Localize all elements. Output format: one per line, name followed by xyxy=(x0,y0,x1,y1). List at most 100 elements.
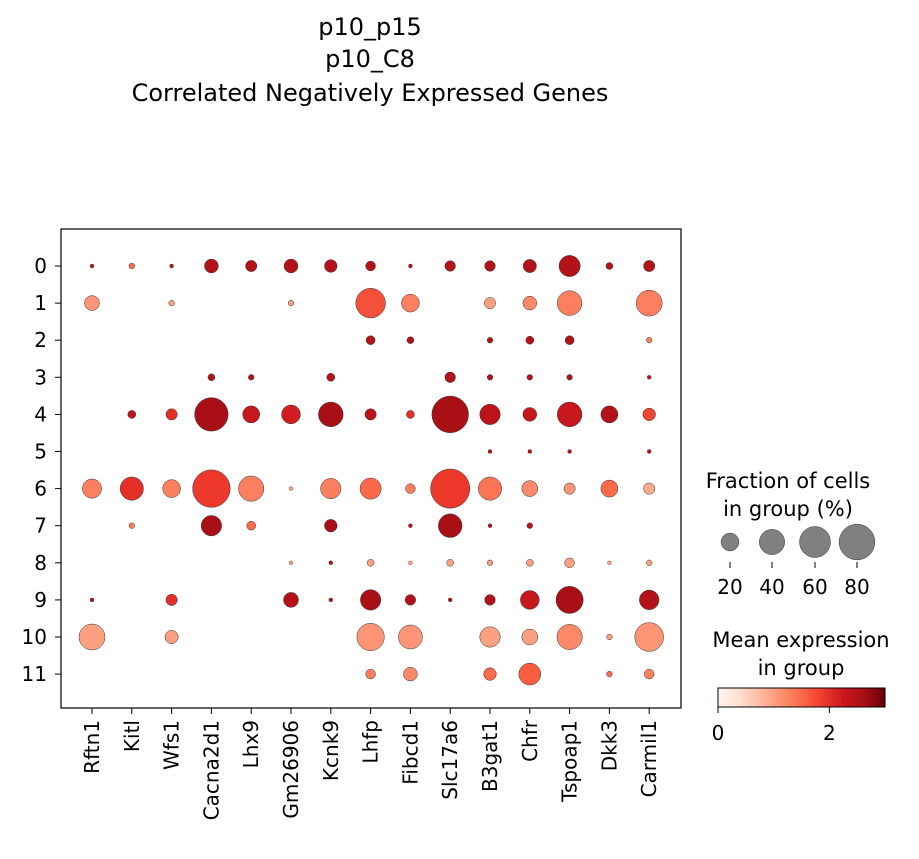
dot-B3gat1-group-4 xyxy=(479,403,501,425)
dot-Lhx9-group-6 xyxy=(238,475,265,502)
dot-Tspoap1-group-2 xyxy=(564,335,575,345)
y-axis-group-ticks: 0 1 2 3 4 5 6 7 8 9 10 11 xyxy=(22,254,61,686)
dot-Lhfp-group-10 xyxy=(356,623,385,651)
dot-Lhfp-group-0 xyxy=(365,260,376,272)
dot-Carmil1-group-0 xyxy=(643,260,656,272)
dot-B3gat1-group-7 xyxy=(487,523,493,528)
dot-Kitl-group-6 xyxy=(119,476,144,501)
size-legend-label: 20 xyxy=(717,575,742,599)
dot-Wfs1-group-0 xyxy=(169,263,174,269)
size-legend-title-line-2: in group (%) xyxy=(723,497,853,521)
size-legend-title-line-1: Fraction of cells xyxy=(706,469,871,493)
dot-Fibcd1-group-6 xyxy=(405,483,416,494)
dot-Chfr-group-6 xyxy=(521,480,539,497)
size-legend: Fraction of cells in group (%) 20 40 60 80 xyxy=(706,469,876,599)
dot-Gm26906-group-4 xyxy=(281,404,301,425)
dot-Gm26906-group-9 xyxy=(283,592,299,608)
color-legend-title-line-1: Mean expression xyxy=(712,628,889,652)
dot-Fibcd1-group-7 xyxy=(408,523,413,528)
dot-Fibcd1-group-2 xyxy=(406,336,415,344)
dot-Gm26906-group-6 xyxy=(288,486,294,491)
dot-Tspoap1-group-9 xyxy=(555,586,584,614)
dot-Chfr-group-7 xyxy=(526,522,533,529)
dot-Rftn1-group-1 xyxy=(84,295,100,311)
dot-Wfs1-group-1 xyxy=(168,300,175,307)
dot-B3gat1-group-11 xyxy=(483,667,497,681)
dot-Fibcd1-group-9 xyxy=(404,594,416,606)
dot-Kcnk9-group-7 xyxy=(324,519,338,533)
chart-title-line-1: p10_p15 xyxy=(318,13,422,41)
dot-Chfr-group-1 xyxy=(522,295,537,311)
dot-Cacna2d1-group-3 xyxy=(207,373,216,382)
y-tick-label: 7 xyxy=(34,514,47,538)
size-legend-label: 60 xyxy=(802,575,827,599)
dot-Gm26906-group-8 xyxy=(288,560,294,565)
dot-B3gat1-group-0 xyxy=(484,260,496,272)
y-tick-label: 0 xyxy=(34,254,47,278)
dot-Lhfp-group-1 xyxy=(355,288,386,319)
dot-Rftn1-group-9 xyxy=(89,597,95,603)
size-legend-marker xyxy=(838,523,876,561)
dot-Lhfp-group-6 xyxy=(359,477,382,500)
dot-Cacna2d1-group-4 xyxy=(194,397,229,432)
dot-Slc17a6-group-9 xyxy=(448,597,453,603)
dot-Wfs1-group-10 xyxy=(164,630,179,644)
dot-B3gat1-group-6 xyxy=(478,476,502,501)
dot-Chfr-group-9 xyxy=(520,590,540,610)
dot-Tspoap1-group-0 xyxy=(558,255,581,277)
dot-Slc17a6-group-4 xyxy=(431,395,469,433)
x-tick-label: Dkk3 xyxy=(597,720,621,771)
dot-Kitl-group-0 xyxy=(128,262,135,270)
dot-Tspoap1-group-1 xyxy=(557,290,583,316)
x-tick-label: Lhfp xyxy=(359,720,383,764)
dot-Tspoap1-group-4 xyxy=(557,401,583,427)
x-tick-label: Carmil1 xyxy=(637,720,661,797)
dot-Chfr-group-3 xyxy=(526,374,533,381)
dot-Slc17a6-group-6 xyxy=(430,468,471,509)
dot-Fibcd1-group-10 xyxy=(398,624,423,650)
dot-Carmil1-group-1 xyxy=(635,289,663,317)
dot-Slc17a6-group-7 xyxy=(438,513,463,538)
dot-Cacna2d1-group-6 xyxy=(192,469,231,508)
dot-Tspoap1-group-5 xyxy=(567,449,572,454)
x-tick-label: Gm26906 xyxy=(279,720,303,819)
dot-Fibcd1-group-4 xyxy=(406,410,415,419)
dot-Kcnk9-group-4 xyxy=(318,401,344,427)
dot-Lhfp-group-4 xyxy=(364,408,377,421)
x-tick-label: Kcnk9 xyxy=(319,720,343,781)
dot-Chfr-group-2 xyxy=(525,335,535,345)
dot-Dkk3-group-4 xyxy=(600,405,619,424)
dot-Gm26906-group-1 xyxy=(287,300,295,307)
y-tick-label: 9 xyxy=(34,588,47,612)
y-tick-label: 1 xyxy=(34,291,47,315)
dot-Tspoap1-group-8 xyxy=(564,557,575,568)
dot-Lhx9-group-4 xyxy=(242,405,260,424)
x-tick-label: Tspoap1 xyxy=(558,720,582,803)
dot-Cacna2d1-group-0 xyxy=(204,258,219,274)
dot-Carmil1-group-5 xyxy=(647,449,652,454)
dot-Dkk3-group-6 xyxy=(600,479,619,498)
y-tick-label: 4 xyxy=(34,402,47,426)
dot-Kitl-group-7 xyxy=(128,522,135,529)
dot-Carmil1-group-6 xyxy=(643,482,656,495)
y-tick-label: 11 xyxy=(22,662,47,686)
dot-Kcnk9-group-0 xyxy=(324,259,338,273)
dot-Kcnk9-group-3 xyxy=(326,373,336,382)
dot-Carmil1-group-9 xyxy=(639,589,660,610)
dot-B3gat1-group-8 xyxy=(486,559,494,566)
y-tick-label: 3 xyxy=(34,365,47,389)
dot-Fibcd1-group-11 xyxy=(403,666,418,682)
plot-frame xyxy=(60,228,682,709)
dot-Gm26906-group-0 xyxy=(283,258,299,274)
dot-Cacna2d1-group-7 xyxy=(200,515,222,537)
dot-Slc17a6-group-8 xyxy=(446,559,454,567)
dot-Fibcd1-group-0 xyxy=(408,263,413,269)
dot-B3gat1-group-1 xyxy=(484,297,496,310)
dot-Fibcd1-group-1 xyxy=(401,293,420,313)
dot-Carmil1-group-2 xyxy=(646,337,653,344)
x-tick-label: Fibcd1 xyxy=(398,720,422,785)
colorbar xyxy=(717,687,886,708)
dot-Chfr-group-0 xyxy=(522,259,537,273)
dot-Tspoap1-group-3 xyxy=(566,374,573,381)
dot-B3gat1-group-5 xyxy=(487,449,493,454)
